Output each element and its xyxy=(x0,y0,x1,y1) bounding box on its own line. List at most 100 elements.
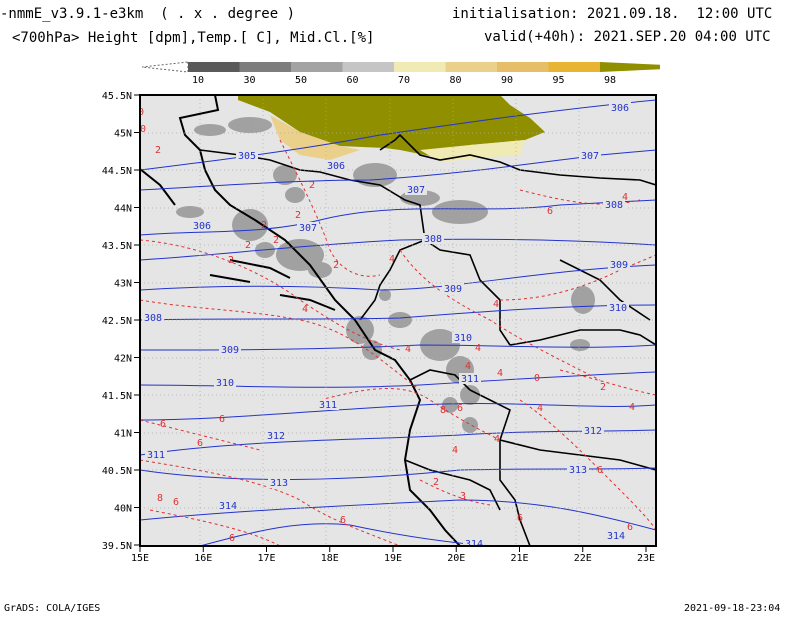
temperature-label: 6 xyxy=(627,522,633,533)
temperature-label: 4 xyxy=(622,192,628,203)
height-label-bg xyxy=(463,538,485,546)
lat-label: 43N xyxy=(114,279,132,290)
colorbar-label: 50 xyxy=(295,75,307,86)
height-label-bg xyxy=(217,500,239,511)
height-label: 314 xyxy=(219,501,237,512)
height-label-bg xyxy=(317,399,339,410)
height-label: 307 xyxy=(407,185,425,196)
colorbar-swatch xyxy=(394,62,446,72)
fields-description: <700hPa> Height [dpm],Temp.[ C], Mid.Cl.… xyxy=(12,30,375,46)
height-label: 307 xyxy=(299,223,317,234)
lat-label: 40.5N xyxy=(102,466,132,477)
temperature-label: 6 xyxy=(457,403,463,414)
temperature-label: 2 xyxy=(261,220,267,231)
temperature-label: 2 xyxy=(433,477,439,488)
height-label-bg xyxy=(422,233,444,244)
temperature-label: 4 xyxy=(629,402,635,413)
temperature-label: 4 xyxy=(452,445,458,456)
lat-label: 41.5N xyxy=(102,391,132,402)
cloud-area-yellow xyxy=(270,115,360,160)
temperature-label: 4 xyxy=(475,343,481,354)
lon-label: 15E xyxy=(131,553,149,564)
temperature-label: 8 xyxy=(157,493,163,504)
height-label-bg xyxy=(452,332,474,343)
valid-value: 2021.SEP.20 04:00 UTC xyxy=(593,29,771,45)
height-label: 306 xyxy=(327,161,345,172)
units-note: ( . x . degree ) xyxy=(160,6,296,22)
temperature-label: 6 xyxy=(547,206,553,217)
temperature-label: 2 xyxy=(600,382,606,393)
colorbar-swatch xyxy=(548,62,600,72)
lon-label: 21E xyxy=(510,553,528,564)
lat-label: 43.5N xyxy=(102,241,132,252)
height-label: 310 xyxy=(454,333,472,344)
height-label: 306 xyxy=(611,103,629,114)
height-label-bg xyxy=(142,312,164,323)
height-label-bg xyxy=(603,199,625,210)
colorbar-swatch xyxy=(497,62,549,72)
temperature-label: 4 xyxy=(389,254,395,265)
temperature-label: 6 xyxy=(219,414,225,425)
valid-label: valid(+40h): xyxy=(484,29,586,45)
height-label-bg xyxy=(442,283,464,294)
height-label: 313 xyxy=(270,478,288,489)
temperature-label: 4 xyxy=(537,403,543,414)
lat-label: 45.5N xyxy=(102,91,132,102)
temperature-label: 6 xyxy=(597,465,603,476)
height-label: 307 xyxy=(581,151,599,162)
coastlines xyxy=(140,95,461,546)
height-label-bg xyxy=(605,530,627,541)
height-label-bg xyxy=(609,102,631,113)
temperature-label: 6 xyxy=(340,515,346,526)
height-label-bg xyxy=(191,220,213,231)
temperature-label: 4 xyxy=(302,304,308,315)
temperature-label: 2 xyxy=(155,145,161,156)
height-label: 309 xyxy=(610,260,628,271)
lon-label: 18E xyxy=(321,553,339,564)
colorbar-swatch xyxy=(600,62,660,72)
temperature-label: 0 xyxy=(140,124,146,135)
init-value: 2021.09.18. 12:00 UTC xyxy=(586,6,773,22)
colorbar-swatch xyxy=(342,62,394,72)
lat-label: 42.5N xyxy=(102,316,132,327)
model-name: -nmmE_v3.9.1-e3km xyxy=(0,6,144,22)
height-label: 314 xyxy=(465,539,483,550)
height-label: 310 xyxy=(609,303,627,314)
colorbar-swatch xyxy=(188,62,240,72)
height-label-bg xyxy=(567,464,589,475)
temperature-label: 2 xyxy=(295,210,301,221)
cloud-area-olive xyxy=(238,95,545,158)
lat-label: 39.5N xyxy=(102,541,132,552)
temperature-label: 0 xyxy=(138,107,144,118)
model-title: -nmmE_v3.9.1-e3km ( . x . degree ) xyxy=(0,6,295,22)
temperature-label: 2 xyxy=(273,235,279,246)
height-label-bg xyxy=(214,377,236,388)
lon-label: 17E xyxy=(257,553,275,564)
height-label: 308 xyxy=(424,234,442,245)
temperature-label: 0 xyxy=(534,373,540,384)
height-label: 314 xyxy=(607,531,625,542)
height-label-bg xyxy=(297,222,319,233)
height-label-bg xyxy=(405,184,427,195)
height-label: 306 xyxy=(193,221,211,232)
height-label-bg xyxy=(145,449,167,460)
colorbar-label: 90 xyxy=(501,75,513,86)
height-label: 311 xyxy=(461,374,479,385)
colorbar-label: 30 xyxy=(244,75,256,86)
init-time: initialisation: 2021.09.18. 12:00 UTC xyxy=(452,6,772,22)
colorbar-label: 95 xyxy=(553,75,565,86)
cloud-colorbar: 10 30 50 60 70 80 90 95 98 xyxy=(141,61,660,86)
height-label-bg xyxy=(582,425,604,436)
temperature-label: 2 xyxy=(245,240,251,251)
height-label-bg xyxy=(325,160,347,171)
height-label-bg xyxy=(268,477,290,488)
valid-time: valid(+40h): 2021.SEP.20 04:00 UTC xyxy=(484,29,771,45)
latitude-axis: 45.5N 45N 44.5N 44N 43.5N 43N 42.5N 42N 41.5N 41N… xyxy=(102,91,140,552)
temperature-label: 4 xyxy=(497,368,503,379)
lat-label: 41N xyxy=(114,429,132,440)
colorbar-label: 10 xyxy=(192,75,204,86)
colorbar-label: 98 xyxy=(604,75,616,86)
height-label: 309 xyxy=(444,284,462,295)
